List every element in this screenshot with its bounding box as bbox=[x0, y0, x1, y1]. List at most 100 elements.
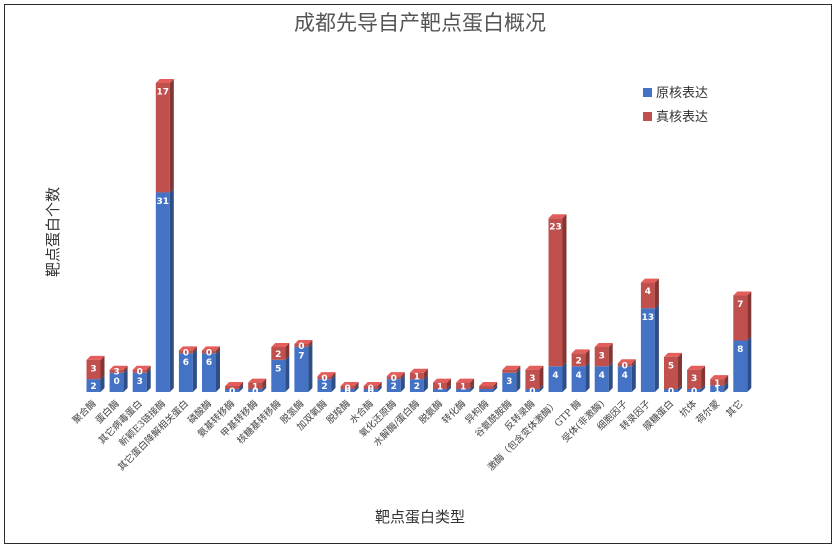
bar-segment-eukaryotic bbox=[710, 375, 729, 386]
data-label-eukaryotic: 1 bbox=[460, 382, 466, 392]
bar-segment-prokaryotic bbox=[548, 362, 567, 392]
data-label-prokaryotic: 1 bbox=[714, 385, 720, 395]
data-label-prokaryotic: 0 bbox=[113, 377, 119, 387]
data-label-eukaryotic: 17 bbox=[157, 88, 170, 98]
bar-segment-eukaryotic bbox=[571, 349, 590, 367]
bar-segment-eukaryotic bbox=[386, 372, 405, 380]
data-label-prokaryotic: 2 bbox=[90, 382, 96, 392]
category-label: 转化酶 bbox=[440, 397, 469, 426]
bar-segment-eukaryotic bbox=[202, 346, 220, 354]
data-label-prokaryotic: 31 bbox=[157, 197, 170, 207]
bar-segment-prokaryotic bbox=[294, 342, 313, 392]
data-label-eukaryotic: 3 bbox=[599, 351, 605, 361]
data-label-prokaryotic: 13 bbox=[642, 313, 655, 323]
data-label-prokaryotic: 3 bbox=[137, 377, 143, 387]
bar-segment-eukaryotic bbox=[155, 79, 174, 193]
data-label-eukaryotic: 0 bbox=[298, 342, 304, 352]
data-label-eukaryotic: 2 bbox=[575, 356, 581, 366]
bar-segment-prokaryotic bbox=[132, 368, 151, 392]
bar-segment-prokaryotic bbox=[155, 188, 174, 392]
bar-segment-prokaryotic bbox=[225, 385, 244, 392]
bar-segment-eukaryotic bbox=[109, 365, 128, 373]
bar-segment-eukaryotic bbox=[225, 382, 244, 389]
bar-segment-eukaryotic bbox=[594, 342, 613, 367]
bar-segment-prokaryotic bbox=[178, 349, 197, 392]
bar-segment-eukaryotic bbox=[479, 382, 498, 389]
data-label-prokaryotic: 3 bbox=[506, 377, 512, 387]
bar-segment-prokaryotic bbox=[571, 362, 590, 392]
data-label-prokaryotic: 0 bbox=[368, 387, 374, 397]
bar-segment-eukaryotic bbox=[409, 368, 428, 380]
category-label: 聚合酶 bbox=[70, 397, 99, 426]
data-label-prokaryotic: 2 bbox=[414, 382, 420, 392]
bar-segment-prokaryotic bbox=[248, 385, 267, 392]
data-label-eukaryotic: 0 bbox=[321, 374, 327, 384]
bar-segment-eukaryotic bbox=[271, 342, 290, 360]
data-label-eukaryotic: 23 bbox=[549, 223, 562, 233]
bar-segment-eukaryotic bbox=[248, 378, 267, 389]
bar-segment-eukaryotic bbox=[525, 365, 544, 389]
bar-segment-prokaryotic bbox=[409, 375, 428, 392]
data-label-eukaryotic: 3 bbox=[691, 374, 697, 384]
data-label-eukaryotic: 4 bbox=[645, 287, 651, 297]
bar-segment-prokaryotic bbox=[386, 375, 405, 392]
bar-segment-prokaryotic bbox=[202, 349, 220, 392]
data-label-prokaryotic: 4 bbox=[622, 371, 628, 381]
data-label-prokaryotic: 0 bbox=[344, 387, 350, 397]
data-label-prokaryotic: 7 bbox=[298, 351, 304, 361]
bar-segment-eukaryotic bbox=[548, 214, 567, 367]
data-label-eukaryotic: 0 bbox=[206, 348, 212, 358]
bar-segment-prokaryotic bbox=[86, 375, 105, 392]
y-axis-title: 靶点蛋白个数 bbox=[44, 187, 62, 277]
legend-label-prokaryotic: 原核表达 bbox=[656, 86, 708, 101]
category-label: 脱氨酶 bbox=[416, 397, 445, 426]
data-label-prokaryotic: 0 bbox=[252, 387, 258, 397]
data-label-eukaryotic: 3 bbox=[529, 374, 535, 384]
chart-frame bbox=[4, 4, 832, 544]
chart-title: 成都先导自产靶点蛋白概况 bbox=[294, 11, 546, 35]
bar-segment-eukaryotic bbox=[294, 339, 313, 347]
bar-segment-eukaryotic bbox=[733, 291, 752, 341]
data-label-prokaryotic: 4 bbox=[552, 371, 558, 381]
data-label-eukaryotic: 1 bbox=[714, 379, 720, 389]
data-label-prokaryotic: 2 bbox=[321, 382, 327, 392]
bar-segment-prokaryotic bbox=[687, 385, 706, 392]
legend-swatch-eukaryotic bbox=[643, 112, 652, 121]
bar-segment-eukaryotic bbox=[340, 382, 359, 389]
bar-segment-prokaryotic bbox=[733, 336, 752, 392]
data-label-prokaryotic: 4 bbox=[599, 371, 605, 381]
legend-label-eukaryotic: 真核表达 bbox=[656, 110, 708, 125]
category-labels: 聚合酶蛋白酶其它病毒蛋白新颖E3链接酶其它蛋白降解相关蛋白磷酸酶氨基转移酶甲基转… bbox=[70, 397, 745, 473]
data-label-prokaryotic: 5 bbox=[275, 364, 281, 374]
data-label-prokaryotic: 8 bbox=[737, 345, 743, 355]
bar-segment-prokaryotic bbox=[363, 385, 382, 392]
bar-segment-prokaryotic bbox=[340, 385, 359, 392]
data-label-eukaryotic: 2 bbox=[275, 350, 281, 360]
data-label-eukaryotic: 0 bbox=[391, 374, 397, 384]
bar-segment-prokaryotic bbox=[640, 304, 659, 392]
data-label-eukaryotic: 3 bbox=[113, 368, 119, 378]
bar-segment-prokaryotic bbox=[271, 355, 290, 392]
data-label-prokaryotic: 6 bbox=[206, 358, 212, 368]
data-label-eukaryotic: 1 bbox=[252, 382, 258, 392]
bar-segment-eukaryotic bbox=[640, 278, 659, 309]
bar-segment-prokaryotic bbox=[664, 385, 682, 392]
bar-segment-eukaryotic bbox=[86, 355, 105, 380]
bar-segment-prokaryotic bbox=[479, 385, 498, 392]
data-label-eukaryotic: 0 bbox=[137, 368, 143, 378]
bar-segment-prokaryotic bbox=[617, 362, 636, 392]
bar-segment-eukaryotic bbox=[687, 365, 706, 389]
data-label-prokaryotic: 4 bbox=[575, 371, 581, 381]
bar-segment-prokaryotic bbox=[525, 385, 544, 392]
bar-segment-eukaryotic bbox=[178, 346, 197, 354]
bar-segment-eukaryotic bbox=[456, 378, 475, 389]
bar-segment-prokaryotic bbox=[594, 362, 613, 392]
bar-segment-eukaryotic bbox=[317, 372, 336, 380]
legend: 原核表达 真核表达 bbox=[643, 86, 708, 125]
data-label-eukaryotic: 1 bbox=[437, 382, 443, 392]
data-label-prokaryotic: 2 bbox=[391, 382, 397, 392]
category-label: 其它 bbox=[723, 398, 745, 420]
x-axis-title: 靶点蛋白类型 bbox=[375, 508, 465, 526]
bar-segment-prokaryotic bbox=[433, 385, 451, 392]
